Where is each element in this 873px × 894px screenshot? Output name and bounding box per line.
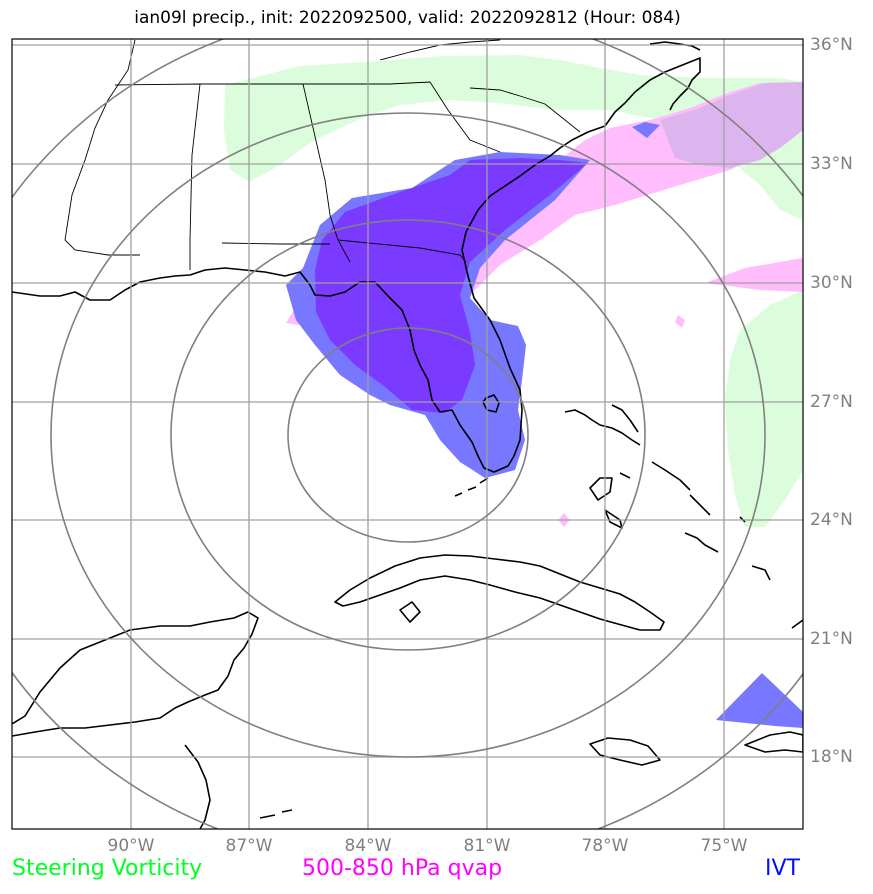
lat-label-24n: 24°N (810, 510, 853, 530)
lon-label-81w: 81°W (463, 836, 511, 856)
range-rings (12, 39, 803, 829)
state-borders (64, 39, 581, 270)
lat-label-33n: 33°N (810, 154, 853, 174)
graticule (12, 39, 803, 829)
lon-label-78w: 78°W (581, 836, 629, 856)
lat-label-30n: 30°N (810, 273, 853, 293)
map-title: ian09l precip., init: 2022092500, valid:… (134, 8, 681, 28)
lat-label-36n: 36°N (810, 35, 853, 55)
lat-label-27n: 27°N (810, 392, 853, 412)
legend-vorticity: Steering Vorticity (12, 856, 203, 881)
map-frame (11, 38, 804, 830)
lon-label-84w: 84°W (344, 836, 392, 856)
lon-label-75w: 75°W (700, 836, 748, 856)
lat-label-21n: 21°N (810, 629, 853, 649)
qvap-vorticity-overlap (660, 82, 803, 168)
lat-label-18n: 18°N (810, 747, 853, 767)
lon-label-87w: 87°W (225, 836, 273, 856)
legend-ivt: IVT (765, 856, 800, 881)
legend-qvap: 500-850 hPa qvap (302, 856, 503, 881)
lon-label-90w: 90°W (107, 836, 155, 856)
